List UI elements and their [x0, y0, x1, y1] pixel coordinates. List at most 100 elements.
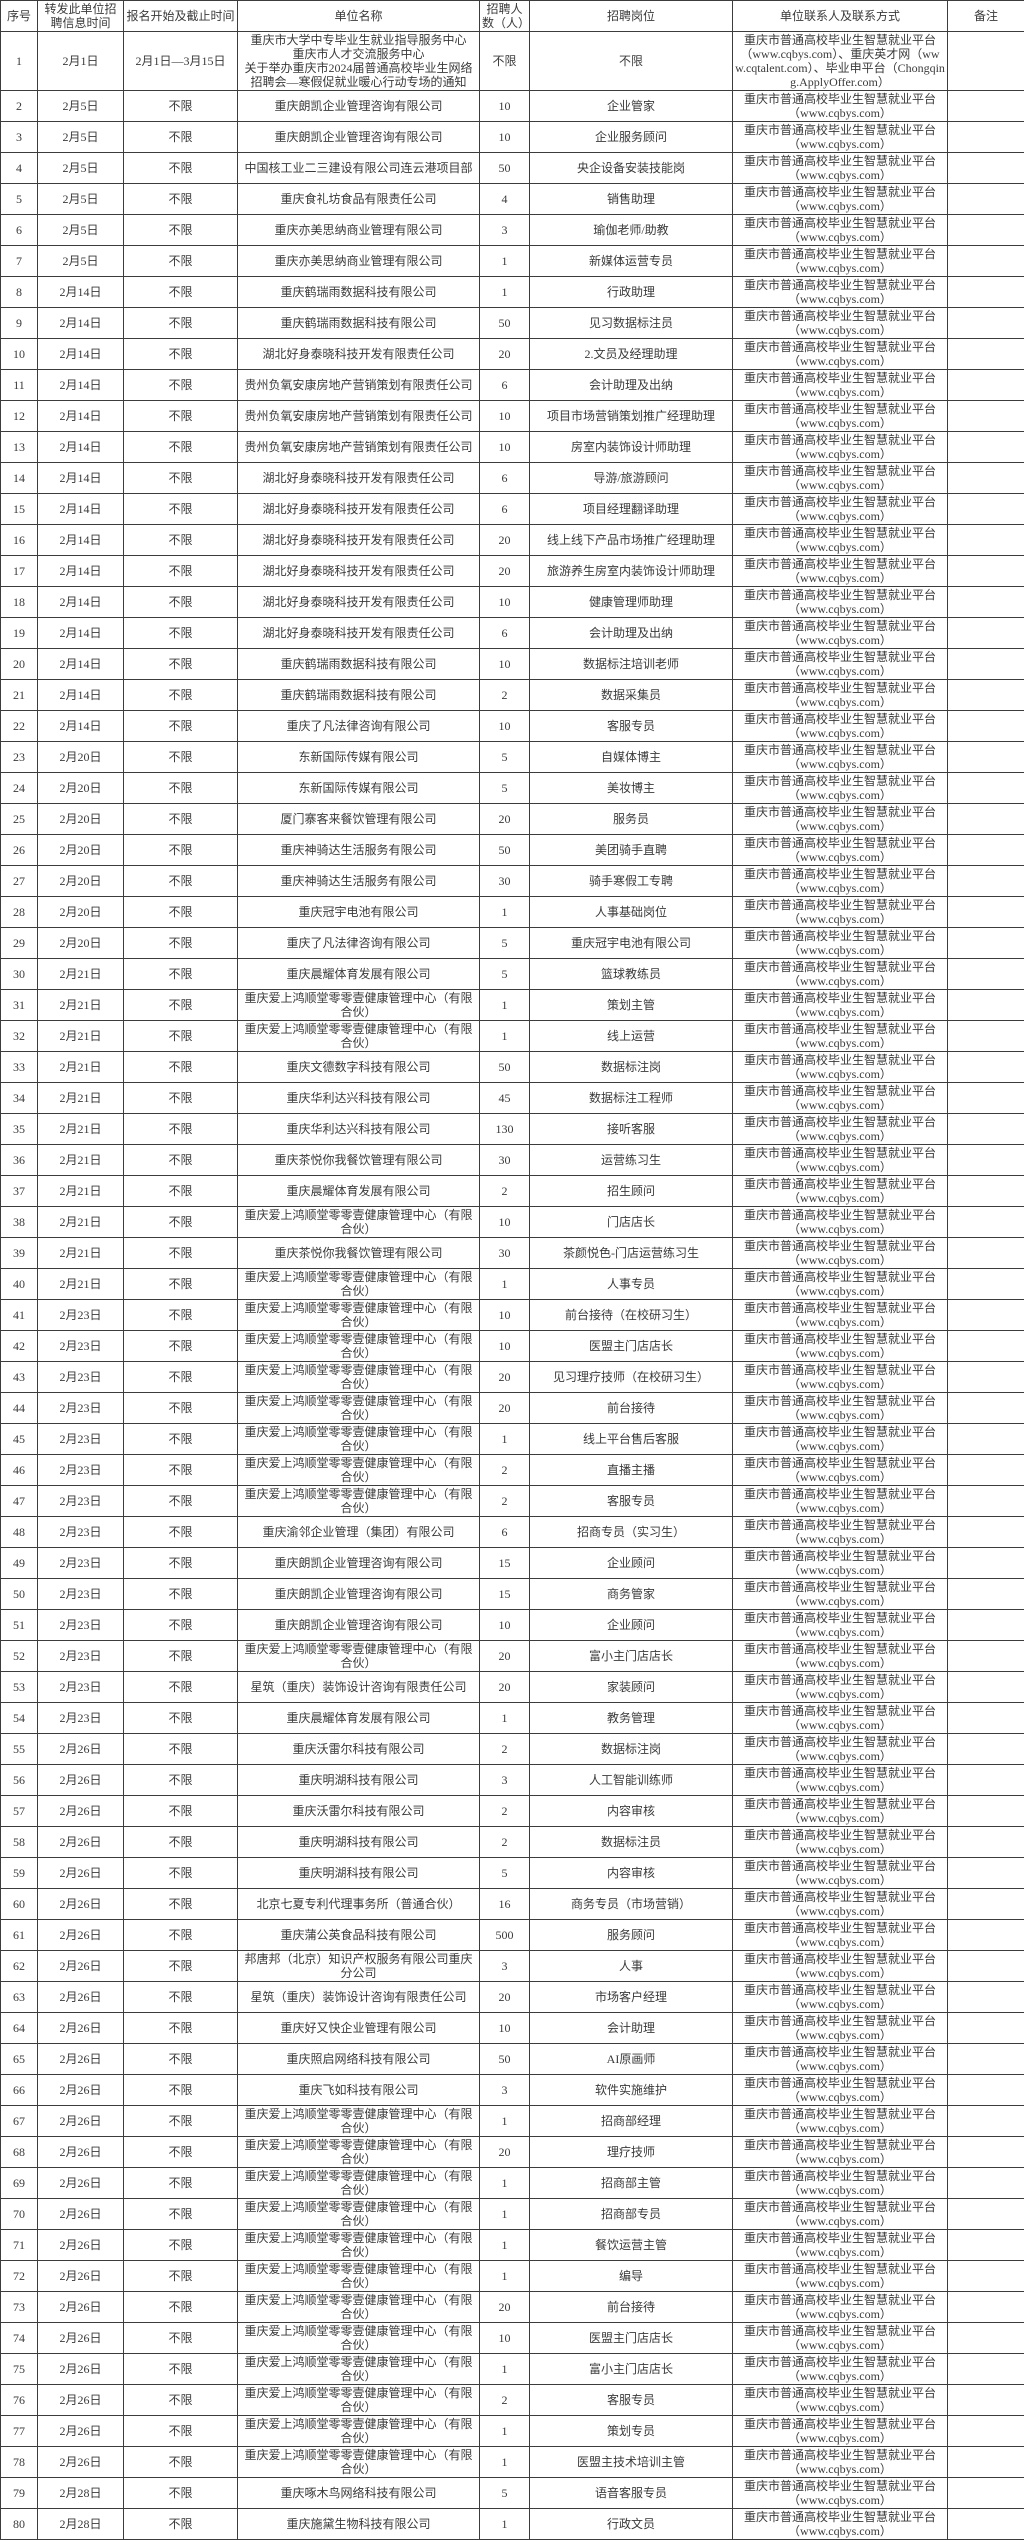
table-row: 41 2月23日 不限 重庆爱上鸿顺堂零零壹健康管理中心（有限合伙） 10 前台… — [1, 1300, 1024, 1331]
cell-seq: 34 — [1, 1083, 38, 1114]
table-row: 9 2月14日 不限 重庆鹤瑞雨数据科技有限公司 50 见习数据标注员 重庆市普… — [1, 308, 1024, 339]
cell-forward-date: 2月26日 — [38, 2137, 124, 2168]
cell-seq: 80 — [1, 2509, 38, 2540]
table-row: 38 2月21日 不限 重庆爱上鸿顺堂零零壹健康管理中心（有限合伙） 10 门店… — [1, 1207, 1024, 1238]
cell-headcount: 10 — [480, 432, 530, 463]
cell-seq: 37 — [1, 1176, 38, 1207]
cell-registration-period: 不限 — [124, 680, 238, 711]
cell-registration-period: 不限 — [124, 2137, 238, 2168]
cell-company-name: 重庆朗凯企业管理咨询有限公司 — [238, 1548, 480, 1579]
cell-contact: 重庆市普通高校毕业生智慧就业平台（www.cqbys.com） — [733, 401, 948, 432]
cell-forward-date: 2月23日 — [38, 1641, 124, 1672]
cell-registration-period: 不限 — [124, 463, 238, 494]
cell-headcount: 2 — [480, 680, 530, 711]
cell-seq: 24 — [1, 773, 38, 804]
cell-position: 健康管理师助理 — [530, 587, 733, 618]
cell-headcount: 5 — [480, 742, 530, 773]
cell-forward-date: 2月14日 — [38, 711, 124, 742]
table-row: 31 2月21日 不限 重庆爱上鸿顺堂零零壹健康管理中心（有限合伙） 1 策划主… — [1, 990, 1024, 1021]
cell-headcount: 10 — [480, 91, 530, 122]
cell-contact: 重庆市普通高校毕业生智慧就业平台（www.cqbys.com） — [733, 990, 948, 1021]
cell-position: 前台接待（在校研习生） — [530, 1300, 733, 1331]
cell-forward-date: 2月21日 — [38, 1114, 124, 1145]
cell-position: 瑜伽老师/助教 — [530, 215, 733, 246]
cell-seq: 38 — [1, 1207, 38, 1238]
cell-registration-period: 不限 — [124, 2199, 238, 2230]
cell-note — [948, 401, 1024, 432]
table-row: 28 2月20日 不限 重庆冠宇电池有限公司 1 人事基础岗位 重庆市普通高校毕… — [1, 897, 1024, 928]
cell-contact: 重庆市普通高校毕业生智慧就业平台（www.cqbys.com） — [733, 959, 948, 990]
cell-contact: 重庆市普通高校毕业生智慧就业平台（www.cqbys.com） — [733, 1858, 948, 1889]
cell-headcount: 10 — [480, 649, 530, 680]
cell-position: 门店店长 — [530, 1207, 733, 1238]
cell-position: 前台接待 — [530, 1393, 733, 1424]
cell-note — [948, 1052, 1024, 1083]
cell-headcount: 5 — [480, 2478, 530, 2509]
cell-contact: 重庆市普通高校毕业生智慧就业平台（www.cqbys.com） — [733, 2044, 948, 2075]
cell-seq: 65 — [1, 2044, 38, 2075]
cell-position: 接听客服 — [530, 1114, 733, 1145]
cell-company-name: 重庆爱上鸿顺堂零零壹健康管理中心（有限合伙） — [238, 2230, 480, 2261]
cell-company-name: 邦唐邦（北京）知识产权服务有限公司重庆分公司 — [238, 1951, 480, 1982]
cell-contact: 重庆市普通高校毕业生智慧就业平台（www.cqbys.com） — [733, 1610, 948, 1641]
cell-note — [948, 246, 1024, 277]
cell-note — [948, 2416, 1024, 2447]
cell-contact: 重庆市普通高校毕业生智慧就业平台（www.cqbys.com） — [733, 2447, 948, 2478]
table-row: 73 2月26日 不限 重庆爱上鸿顺堂零零壹健康管理中心（有限合伙） 20 前台… — [1, 2292, 1024, 2323]
column-header-note: 备注 — [948, 1, 1024, 32]
cell-position: 软件实施维护 — [530, 2075, 733, 2106]
table-row: 39 2月21日 不限 重庆茶悦你我餐饮管理有限公司 30 茶颜悦色-门店运营练… — [1, 1238, 1024, 1269]
cell-note — [948, 308, 1024, 339]
cell-contact: 重庆市普通高校毕业生智慧就业平台（www.cqbys.com） — [733, 556, 948, 587]
cell-contact: 重庆市普通高校毕业生智慧就业平台（www.cqbys.com） — [733, 1238, 948, 1269]
cell-contact: 重庆市普通高校毕业生智慧就业平台（www.cqbys.com） — [733, 1982, 948, 2013]
cell-headcount: 500 — [480, 1920, 530, 1951]
cell-contact: 重庆市普通高校毕业生智慧就业平台（www.cqbys.com） — [733, 2137, 948, 2168]
cell-registration-period: 不限 — [124, 1238, 238, 1269]
cell-seq: 52 — [1, 1641, 38, 1672]
cell-contact: 重庆市普通高校毕业生智慧就业平台（www.cqbys.com） — [733, 1734, 948, 1765]
cell-contact: 重庆市普通高校毕业生智慧就业平台（www.cqbys.com） — [733, 649, 948, 680]
table-row: 1 2月1日 2月1日—3月15日 重庆市大学中专毕业生就业指导服务中心 重庆市… — [1, 32, 1024, 91]
cell-headcount: 6 — [480, 1517, 530, 1548]
cell-company-name: 重庆爱上鸿顺堂零零壹健康管理中心（有限合伙） — [238, 1393, 480, 1424]
cell-contact: 重庆市普通高校毕业生智慧就业平台（www.cqbys.com） — [733, 308, 948, 339]
cell-position: 数据标注岗 — [530, 1734, 733, 1765]
table-row: 3 2月5日 不限 重庆朗凯企业管理咨询有限公司 10 企业服务顾问 重庆市普通… — [1, 122, 1024, 153]
cell-company-name: 重庆爱上鸿顺堂零零壹健康管理中心（有限合伙） — [238, 1455, 480, 1486]
cell-note — [948, 1579, 1024, 1610]
cell-company-name: 重庆爱上鸿顺堂零零壹健康管理中心（有限合伙） — [238, 990, 480, 1021]
cell-headcount: 10 — [480, 711, 530, 742]
cell-company-name: 重庆神骑达生活服务有限公司 — [238, 835, 480, 866]
cell-seq: 69 — [1, 2168, 38, 2199]
cell-contact: 重庆市普通高校毕业生智慧就业平台（www.cqbys.com） — [733, 153, 948, 184]
cell-seq: 27 — [1, 866, 38, 897]
cell-company-name: 重庆好又快企业管理有限公司 — [238, 2013, 480, 2044]
cell-note — [948, 649, 1024, 680]
cell-note — [948, 432, 1024, 463]
cell-forward-date: 2月21日 — [38, 1176, 124, 1207]
cell-position: 重庆冠宇电池有限公司 — [530, 928, 733, 959]
cell-note — [948, 2137, 1024, 2168]
table-row: 74 2月26日 不限 重庆爱上鸿顺堂零零壹健康管理中心（有限合伙） 10 医盟… — [1, 2323, 1024, 2354]
cell-company-name: 重庆爱上鸿顺堂零零壹健康管理中心（有限合伙） — [238, 1331, 480, 1362]
cell-seq: 75 — [1, 2354, 38, 2385]
cell-registration-period: 不限 — [124, 2385, 238, 2416]
cell-note — [948, 1176, 1024, 1207]
cell-contact: 重庆市普通高校毕业生智慧就业平台（www.cqbys.com） — [733, 1765, 948, 1796]
cell-seq: 63 — [1, 1982, 38, 2013]
cell-seq: 61 — [1, 1920, 38, 1951]
cell-company-name: 重庆华利达兴科技有限公司 — [238, 1083, 480, 1114]
cell-position: 2.文员及经理助理 — [530, 339, 733, 370]
cell-position: 自媒体博主 — [530, 742, 733, 773]
cell-forward-date: 2月26日 — [38, 2323, 124, 2354]
cell-contact: 重庆市普通高校毕业生智慧就业平台（www.cqbys.com） — [733, 432, 948, 463]
cell-note — [948, 742, 1024, 773]
cell-seq: 9 — [1, 308, 38, 339]
cell-contact: 重庆市普通高校毕业生智慧就业平台（www.cqbys.com） — [733, 1269, 948, 1300]
cell-position: 招商专员（实习生） — [530, 1517, 733, 1548]
cell-note — [948, 2044, 1024, 2075]
cell-seq: 54 — [1, 1703, 38, 1734]
cell-note — [948, 184, 1024, 215]
table-row: 52 2月23日 不限 重庆爱上鸿顺堂零零壹健康管理中心（有限合伙） 20 富小… — [1, 1641, 1024, 1672]
